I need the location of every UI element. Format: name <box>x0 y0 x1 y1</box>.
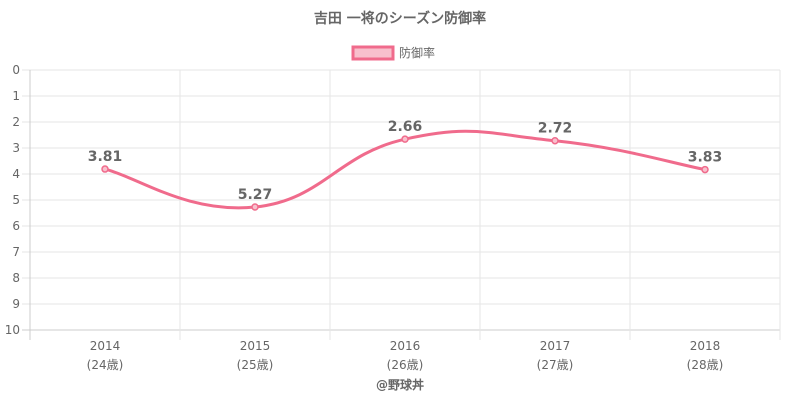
grid <box>22 69 781 340</box>
data-label: 2.72 <box>538 121 573 137</box>
y-tick-label: 9 <box>12 297 20 311</box>
x-tick-sublabel: (27歳) <box>537 358 574 372</box>
data-label: 5.27 <box>238 187 273 203</box>
y-tick-label: 5 <box>12 193 20 207</box>
data-labels: 3.81 5.27 2.66 2.72 3.83 <box>88 119 723 203</box>
credit-text: @野球丼 <box>376 377 424 392</box>
x-tick-sublabel: (28歳) <box>687 358 724 372</box>
y-tick-label: 6 <box>12 219 20 233</box>
data-point[interactable] <box>401 135 409 143</box>
data-label: 3.83 <box>688 150 723 166</box>
x-tick-sublabel: (24歳) <box>87 358 124 372</box>
x-tick-label: 2014 <box>90 339 121 353</box>
legend[interactable]: 防御率 <box>351 45 435 61</box>
x-tick-sublabel: (26歳) <box>387 358 424 372</box>
x-tick-label: 2016 <box>390 339 421 353</box>
data-label: 2.66 <box>388 119 423 135</box>
y-tick-label: 1 <box>12 89 20 103</box>
x-tick-sublabel: (25歳) <box>237 358 274 372</box>
y-tick-label: 10 <box>5 323 20 337</box>
legend-swatch <box>351 45 395 61</box>
y-tick-label: 8 <box>12 271 20 285</box>
data-point[interactable] <box>701 165 709 174</box>
y-tick-label: 0 <box>12 63 20 77</box>
x-tick-label: 2017 <box>540 339 571 353</box>
data-point[interactable] <box>251 203 259 211</box>
data-label: 3.81 <box>88 149 123 165</box>
x-tick-label: 2018 <box>690 339 721 353</box>
data-points <box>101 135 709 211</box>
y-tick-label: 7 <box>12 245 20 259</box>
y-tick-label: 2 <box>12 115 20 129</box>
y-tick-label: 3 <box>12 141 20 155</box>
chart-title: 吉田 一将のシーズン防御率 <box>314 10 486 27</box>
y-axis: 0 1 2 3 4 5 6 7 8 9 10 <box>5 63 20 337</box>
legend-label: 防御率 <box>399 45 435 60</box>
data-point[interactable] <box>101 165 109 173</box>
x-tick-label: 2015 <box>240 339 271 353</box>
data-point[interactable] <box>551 136 559 145</box>
y-tick-label: 4 <box>12 167 20 181</box>
x-axis: 2014 (24歳) 2015 (25歳) 2016 (26歳) 2017 (27歳) 2018… <box>87 339 724 372</box>
